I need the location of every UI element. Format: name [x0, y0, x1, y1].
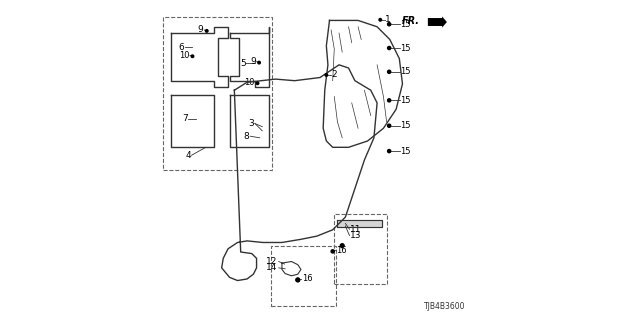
- Text: 14: 14: [266, 263, 278, 272]
- Text: FR.: FR.: [402, 16, 420, 26]
- Text: 11: 11: [350, 225, 362, 234]
- Circle shape: [388, 46, 391, 50]
- Text: 8: 8: [244, 132, 250, 141]
- Text: 15: 15: [400, 67, 411, 76]
- Text: 13: 13: [350, 231, 362, 240]
- Text: 3: 3: [248, 119, 254, 128]
- Bar: [163, 17, 273, 170]
- Text: 15: 15: [400, 20, 411, 29]
- Text: 15: 15: [400, 44, 411, 52]
- Circle shape: [388, 124, 391, 127]
- Text: 12: 12: [266, 257, 278, 266]
- Text: 5: 5: [240, 59, 246, 68]
- Text: 15: 15: [400, 96, 411, 105]
- Text: 10: 10: [244, 78, 254, 87]
- Circle shape: [296, 278, 300, 282]
- Circle shape: [379, 19, 381, 21]
- Circle shape: [205, 30, 208, 32]
- Bar: [271, 246, 336, 306]
- Text: 9: 9: [250, 57, 256, 66]
- Circle shape: [388, 23, 391, 26]
- Bar: [334, 214, 387, 284]
- Text: 7: 7: [182, 114, 188, 123]
- Text: 16: 16: [337, 246, 347, 255]
- Text: 4: 4: [185, 151, 191, 160]
- FancyArrow shape: [428, 16, 447, 28]
- Circle shape: [388, 99, 391, 102]
- Text: 2: 2: [332, 70, 337, 79]
- Text: 16: 16: [301, 275, 312, 284]
- Text: 6: 6: [179, 43, 184, 52]
- Circle shape: [388, 149, 391, 153]
- Circle shape: [325, 74, 328, 76]
- Circle shape: [388, 70, 391, 73]
- Text: 9: 9: [198, 25, 204, 35]
- Text: 10: 10: [179, 51, 189, 60]
- Text: TJB4B3600: TJB4B3600: [424, 302, 466, 311]
- Text: 15: 15: [400, 121, 411, 130]
- Circle shape: [331, 250, 334, 253]
- Circle shape: [256, 82, 259, 84]
- Circle shape: [258, 61, 260, 64]
- Text: 1: 1: [385, 15, 391, 24]
- Circle shape: [340, 244, 344, 248]
- Circle shape: [191, 55, 194, 58]
- Polygon shape: [337, 220, 382, 227]
- Text: 15: 15: [400, 147, 411, 156]
- Circle shape: [296, 278, 300, 282]
